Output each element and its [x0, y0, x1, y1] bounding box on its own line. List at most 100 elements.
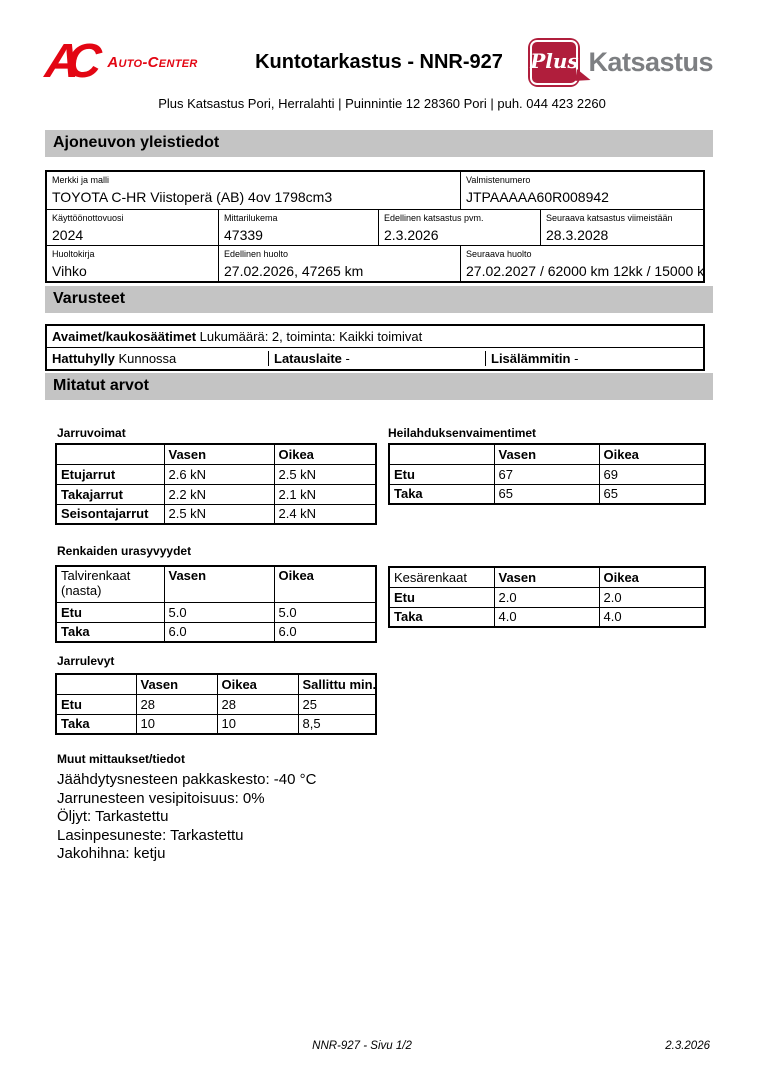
table-row: Etu 28 28 25 [55, 693, 377, 715]
field-value: 2024 [52, 227, 84, 243]
column-header: Oikea [598, 566, 706, 588]
field-label: Edellinen katsastus pvm. [384, 213, 484, 223]
row-label: Taka [388, 483, 495, 505]
field-label: Merkki ja malli [52, 175, 110, 185]
table-cell: 67 [493, 463, 600, 485]
field-edellinen-katsastus: Edellinen katsastus pvm. 2.3.2026 [378, 210, 540, 245]
table-cell: 69 [598, 463, 706, 485]
table-corner [388, 443, 495, 465]
column-header: Oikea [273, 443, 377, 465]
other-measurements-list: Jäähdytysnesteen pakkaskesto: -40 °C Jar… [57, 771, 316, 864]
equipment-table: Avaimet/kaukosäätimet Lukumäärä: 2, toim… [45, 324, 705, 371]
table-cell: 25 [297, 693, 377, 715]
row-label: Etu [55, 693, 137, 715]
plus-badge-tail-icon [575, 68, 593, 83]
field-avaimet: Avaimet/kaukosäätimet Lukumäärä: 2, toim… [47, 329, 703, 344]
section-bar-measured: Mitatut arvot [45, 373, 713, 400]
page-title: Kuntotarkastus - NNR-927 [255, 50, 503, 73]
brake-forces-title: Jarruvoimat [57, 426, 126, 440]
field-label: Huoltokirja [52, 249, 95, 259]
row-label: Taka [55, 621, 165, 643]
column-header: Vasen [163, 443, 275, 465]
field-label: Seuraava huolto [466, 249, 532, 259]
station-address: Plus Katsastus Pori, Herralahti | Puinni… [158, 96, 606, 111]
field-label: Valmistenumero [466, 175, 531, 185]
field-merkki-ja-malli: Merkki ja malli TOYOTA C-HR Viistoperä (… [47, 172, 460, 209]
field-value: 27.02.2026, 47265 km [224, 263, 364, 279]
field-value: 47339 [224, 227, 263, 243]
table-row: Huoltokirja Vihko Edellinen huolto 27.02… [47, 245, 703, 281]
table-row: Taka 65 65 [388, 483, 706, 505]
table-row: Taka 6.0 6.0 [55, 621, 377, 643]
winter-tyres-table: Talvirenkaat (nasta) Vasen Oikea Etu 5.0… [55, 565, 377, 643]
field-edellinen-huolto: Edellinen huolto 27.02.2026, 47265 km [218, 246, 460, 281]
row-label: Etujarrut [55, 463, 165, 485]
field-label: Edellinen huolto [224, 249, 289, 259]
table-cell: 2.2 kN [163, 483, 275, 505]
table-row: Takajarrut 2.2 kN 2.1 kN [55, 483, 377, 505]
field-value: JTPAAAAA60R008942 [466, 189, 609, 205]
table-header-row: Vasen Oikea [388, 443, 706, 465]
measurement-line: Lasinpesuneste: Tarkastettu [57, 826, 244, 844]
field-label: Avaimet/kaukosäätimet [52, 329, 197, 344]
table-header-row: Vasen Oikea Sallittu min. [55, 673, 377, 695]
table-cell: 2.0 [598, 586, 706, 608]
table-cell: 5.0 [163, 601, 275, 623]
table-row: Seisontajarrut 2.5 kN 2.4 kN [55, 503, 377, 525]
column-header: Oikea [598, 443, 706, 465]
field-label: Hattuhylly [52, 351, 115, 366]
auto-center-logo-text: Auto-Center [107, 53, 198, 71]
measurement-line: Jäähdytysnesteen pakkaskesto: -40 °C [57, 771, 317, 788]
field-label: Mittarilukema [224, 213, 278, 223]
plus-badge-text: Plus [530, 49, 579, 73]
field-value: 2.3.2026 [384, 227, 439, 243]
summer-tyres-table: Kesärenkaat Vasen Oikea Etu 2.0 2.0 Taka… [388, 566, 706, 628]
report-header: AC Auto-Center Kuntotarkastus - NNR-927 … [43, 33, 713, 91]
measurement-line: Öljyt: Tarkastettu [57, 808, 169, 825]
table-cell: 65 [493, 483, 600, 505]
table-cell: 2.4 kN [273, 503, 377, 525]
row-label: Taka [388, 606, 495, 628]
table-row: Taka 4.0 4.0 [388, 606, 706, 628]
table-cell: 8,5 [297, 713, 377, 735]
field-seuraava-huolto: Seuraava huolto 27.02.2027 / 62000 km 12… [460, 246, 703, 281]
table-row: Etu 67 69 [388, 463, 706, 485]
auto-center-logo: AC Auto-Center [43, 35, 241, 88]
field-value: Kunnossa [118, 351, 177, 366]
table-header-row: Talvirenkaat (nasta) Vasen Oikea [55, 565, 377, 603]
row-label: Etu [55, 601, 165, 623]
column-header: Oikea [273, 565, 377, 603]
section-bar-general: Ajoneuvon yleistiedot [45, 130, 713, 157]
table-row: Taka 10 10 8,5 [55, 713, 377, 735]
table-cell: 2.1 kN [273, 483, 377, 505]
auto-center-monogram-icon: AC [43, 35, 91, 88]
table-row: Merkki ja malli TOYOTA C-HR Viistoperä (… [47, 172, 703, 209]
brake-discs-table: Vasen Oikea Sallittu min. Etu 28 28 25 T… [55, 673, 377, 735]
shock-absorbers-title: Heilahduksenvaimentimet [388, 426, 537, 440]
field-value: 27.02.2027 / 62000 km 12kk / 15000 km [466, 263, 703, 279]
measurement-line: Jakohihna: ketju [57, 845, 166, 862]
column-header: Vasen [493, 443, 600, 465]
field-huoltokirja: Huoltokirja Vihko [47, 246, 218, 281]
field-label: Seuraava katsastus viimeistään [546, 213, 673, 223]
column-header: Sallittu min. [297, 673, 377, 695]
field-label: Lisälämmitin [491, 351, 571, 366]
table-cell: 4.0 [493, 606, 600, 628]
row-label: Taka [55, 713, 137, 735]
field-value: - [574, 351, 579, 366]
table-corner: Kesärenkaat [388, 566, 495, 588]
footer-page-indicator: NNR-927 - Sivu 1/2 [312, 1040, 412, 1052]
field-value: Lukumäärä: 2, toiminta: Kaikki toimivat [199, 329, 423, 344]
field-value: TOYOTA C-HR Viistoperä (AB) 4ov 1798cm3 [52, 189, 333, 205]
table-cell: 10 [135, 713, 218, 735]
table-corner [55, 443, 165, 465]
field-kayttoonottovuosi: Käyttöönottovuosi 2024 [47, 210, 218, 245]
table-cell: 28 [135, 693, 218, 715]
table-row: Avaimet/kaukosäätimet Lukumäärä: 2, toim… [47, 326, 703, 347]
footer-date: 2.3.2026 [665, 1040, 710, 1052]
table-cell: 2.5 kN [163, 503, 275, 525]
field-value: Vihko [52, 263, 87, 279]
tyre-tread-title: Renkaiden urasyvyydet [57, 544, 192, 558]
table-row: Etujarrut 2.6 kN 2.5 kN [55, 463, 377, 485]
table-row: Hattuhylly Kunnossa Latauslaite - Lisälä… [47, 347, 703, 369]
